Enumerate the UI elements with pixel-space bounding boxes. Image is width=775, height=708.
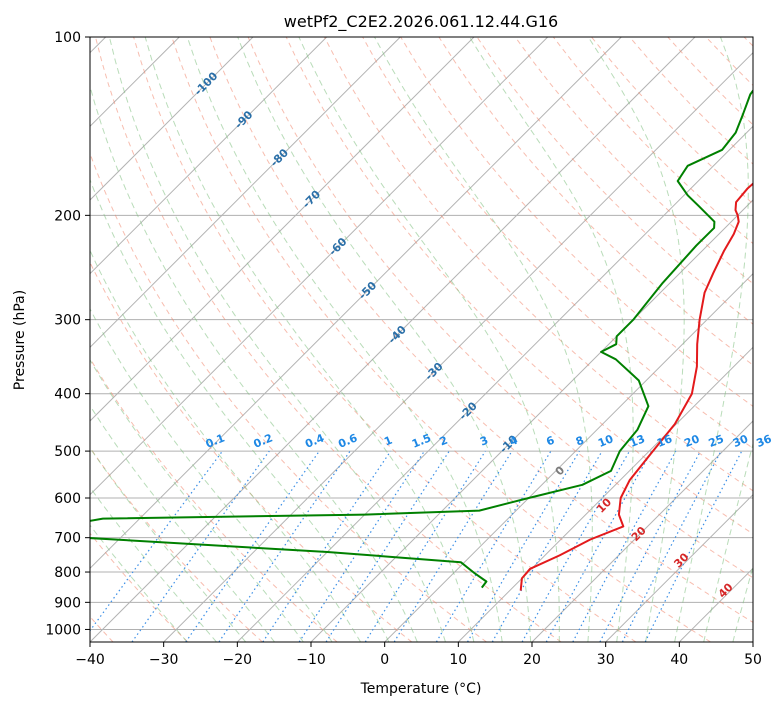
mixing-ratio-label: 2: [438, 434, 450, 449]
x-tick-label: −40: [75, 652, 105, 668]
moist-adiabat-2: [90, 84, 418, 642]
moist-adiabat-14: [186, 37, 503, 642]
mixing-ratio-line-2: [325, 450, 450, 642]
dry-adiabat-403: [514, 37, 753, 285]
moist-adiabat-46: [732, 564, 753, 642]
dry-adiabat-263: [90, 357, 338, 642]
moist-adiabat-34: [587, 37, 685, 642]
mixing-ratio-line-25: [599, 450, 702, 642]
x-tick-label: −30: [149, 652, 179, 668]
mixing-ratio-label: 10: [596, 432, 615, 450]
y-axis-label: Pressure (hPa): [12, 290, 28, 390]
moist-adiabat-10: [144, 37, 475, 642]
moist-adiabat-42: [703, 441, 753, 642]
moist-adiabat--6: [90, 249, 362, 642]
y-tick-label: 200: [54, 208, 81, 224]
mixing-ratio-line-20: [572, 450, 677, 642]
mixing-ratio-line-0.4: [185, 450, 320, 642]
dry-adiabat-343: [285, 37, 753, 535]
axes-ticks: −40 −30 −20 −10 0 10 20 30 40 50 100 200 300 400 500 60…: [45, 30, 762, 668]
moist-adiabat--14: [90, 358, 304, 642]
y-tick-label: 900: [54, 595, 81, 611]
dry-adiabat-273: [90, 261, 413, 642]
moist-adiabat-38: [674, 37, 749, 642]
y-tick-label: 400: [54, 387, 81, 403]
mixing-ratio-line-6: [435, 450, 552, 642]
isotherm-20: [531, 420, 753, 642]
isotherm-10: [457, 346, 753, 642]
moist-adiabat-18: [237, 37, 532, 642]
moist-adiabats: [90, 37, 753, 642]
x-tick-label: 40: [670, 652, 688, 668]
dry-adiabat-333: [247, 37, 753, 579]
moist-adiabat--22: [90, 447, 247, 642]
dry-adiabat-373: [400, 37, 753, 407]
mixing-ratio-label: 36: [754, 432, 773, 450]
x-tick-label: 20: [523, 652, 541, 668]
y-tick-label: 600: [54, 491, 81, 507]
moist-adiabat-22: [298, 37, 560, 642]
y-tick-label: 800: [54, 565, 81, 581]
dry-adiabat-303: [133, 37, 637, 642]
mixing-ratio-line-0.2: [131, 450, 270, 642]
mixing-ratio-label: 25: [707, 432, 726, 450]
moist-adiabat--18: [90, 404, 275, 642]
dry-adiabat-283: [90, 152, 487, 642]
dewpoint-profile-line: [90, 88, 753, 589]
mixing-ratio-label: 3: [478, 434, 490, 449]
dry-adiabat-293: [95, 37, 562, 642]
mixing-ratio-label: 8: [574, 434, 586, 449]
moist-adiabat--10: [90, 307, 333, 642]
x-tick-label: 30: [597, 652, 615, 668]
mixing-ratio-line-0.6: [218, 450, 351, 642]
mixing-ratio-line-4: [393, 450, 513, 642]
dry-adiabat-383: [438, 37, 753, 366]
isotherm--80: [90, 37, 401, 349]
x-tick-label: 10: [449, 652, 467, 668]
isotherm--30: [163, 51, 753, 642]
dry-adiabat-323: [209, 37, 753, 623]
isotherm-0: [384, 272, 753, 642]
isotherm--100: [90, 37, 254, 201]
dry-adiabat-243: [90, 532, 189, 642]
mixing-ratio-label: 16: [655, 432, 674, 450]
dry-adiabat-313: [171, 37, 711, 642]
x-axis-label: Temperature (°C): [360, 681, 482, 697]
isotherm--60: [90, 37, 549, 496]
y-tick-label: 700: [54, 531, 81, 547]
x-tick-label: 0: [380, 652, 389, 668]
y-tick-label: 500: [54, 444, 81, 460]
sounding-profiles: [90, 88, 753, 591]
isotherm--90: [90, 37, 328, 275]
y-tick-label: 1000: [45, 622, 81, 638]
mixing-ratio-line-3: [364, 450, 486, 642]
isotherm-30: [605, 493, 753, 642]
dry-adiabats: [90, 37, 753, 642]
mixing-ratio-label: 1: [382, 434, 394, 449]
x-tick-label: −20: [223, 652, 253, 668]
isotherm--20: [236, 125, 753, 642]
dry-adiabat-253: [90, 446, 263, 642]
mixing-ratio-line-8: [466, 450, 580, 642]
mixing-ratio-label: 20: [682, 432, 701, 450]
x-tick-label: −10: [296, 652, 326, 668]
y-tick-label: 300: [54, 313, 81, 329]
moist-adiabat--2: [90, 178, 390, 642]
isotherm--50: [90, 37, 622, 570]
mixing-ratio-line-1: [262, 450, 392, 642]
moist-adiabat-6: [108, 37, 446, 642]
mixing-ratio-label: 13: [628, 432, 647, 450]
mixing-ratio-line-1.5: [298, 450, 425, 642]
temperature-profile-line: [519, 182, 753, 591]
moist-adiabat-26: [374, 37, 593, 642]
x-tick-label: 50: [744, 652, 762, 668]
plot-frame: [89, 36, 754, 643]
mixing-ratio-label: 30: [731, 432, 750, 450]
y-tick-label: 100: [54, 30, 81, 46]
mixing-ratio-lines: [90, 450, 743, 642]
chart-title: wetPf2_C2E2.2026.061.12.44.G16: [284, 12, 558, 32]
